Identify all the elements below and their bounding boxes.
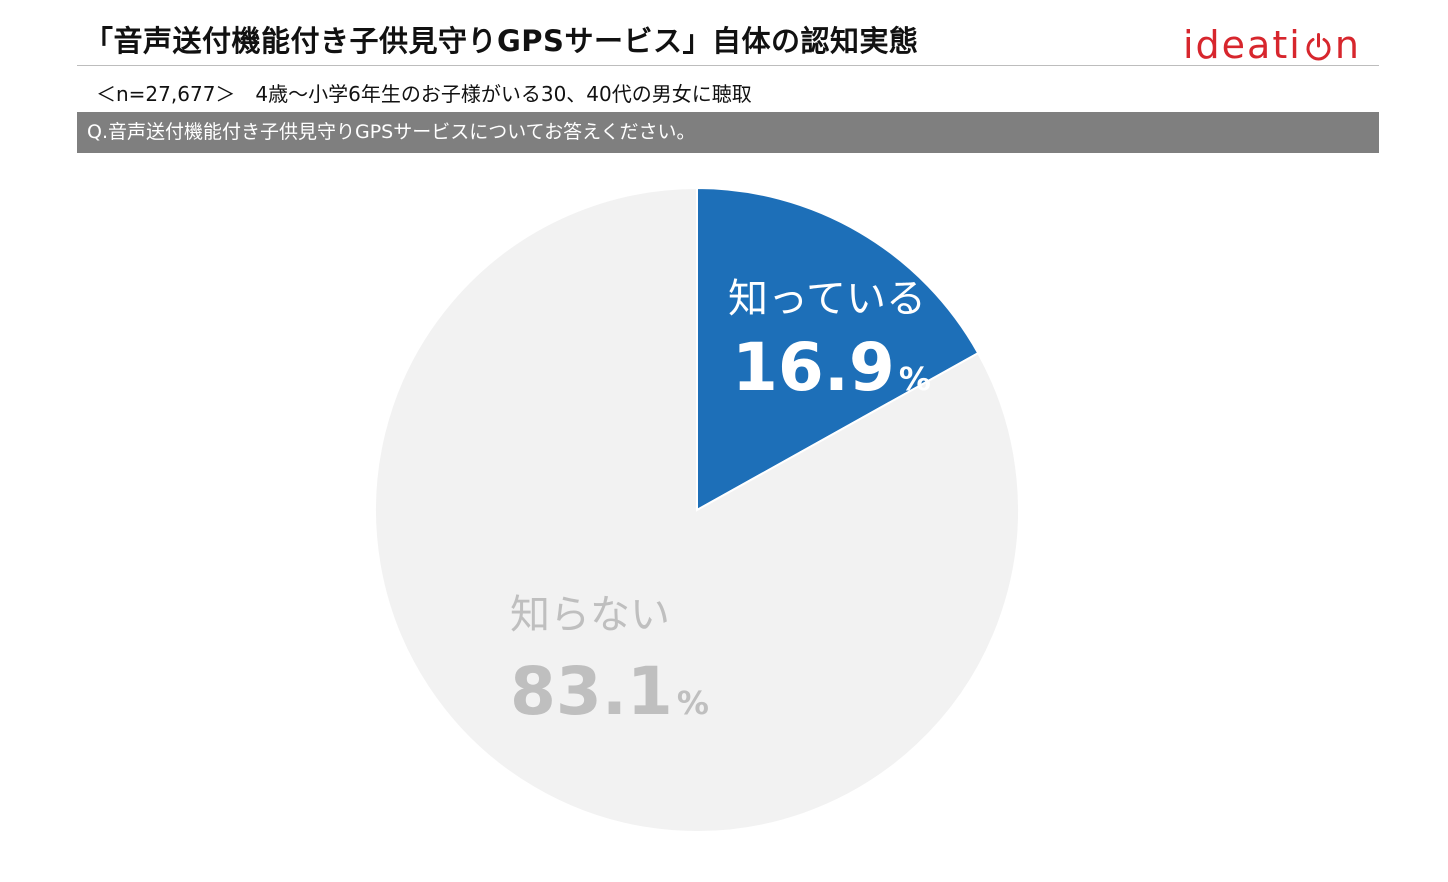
slice-label-1: 知らない bbox=[510, 592, 670, 638]
slice-value-1: 83.1% bbox=[510, 653, 709, 730]
logo-text-right: n bbox=[1334, 23, 1361, 67]
sample-note: ＜n=27,677＞ 4歳～小学6年生のお子様がいる30、40代の男女に聴取 bbox=[96, 82, 752, 106]
slice-value-unit-0: % bbox=[899, 360, 931, 398]
question-text: Q.音声送付機能付き子供見守りGPSサービスについてお答えください。 bbox=[87, 121, 696, 143]
pie-labels: 知っている 16.9 % 知らない 83.1% bbox=[510, 276, 931, 730]
question-bar: Q.音声送付機能付き子供見守りGPSサービスについてお答えください。 bbox=[77, 112, 1379, 153]
slice-label-0: 知っている bbox=[728, 276, 926, 322]
slice-value-number-1: 83.1 bbox=[510, 653, 673, 730]
header-divider bbox=[77, 65, 1379, 66]
page-title: 「音声送付機能付き子供見守りGPSサービス」自体の認知実態 bbox=[84, 24, 919, 58]
power-icon bbox=[1306, 33, 1331, 61]
ideation-logo: ideati n bbox=[1183, 14, 1361, 64]
pie-slices bbox=[374, 186, 1020, 833]
slice-value-unit-1: % bbox=[677, 684, 709, 722]
pie-slice-0 bbox=[696, 186, 980, 512]
logo-text-left: ideati bbox=[1183, 23, 1302, 67]
pie-slice-1 bbox=[374, 186, 1020, 833]
slice-value-0: 16.9% bbox=[732, 329, 931, 406]
slice-value-number-0: 16.9 bbox=[732, 329, 895, 406]
